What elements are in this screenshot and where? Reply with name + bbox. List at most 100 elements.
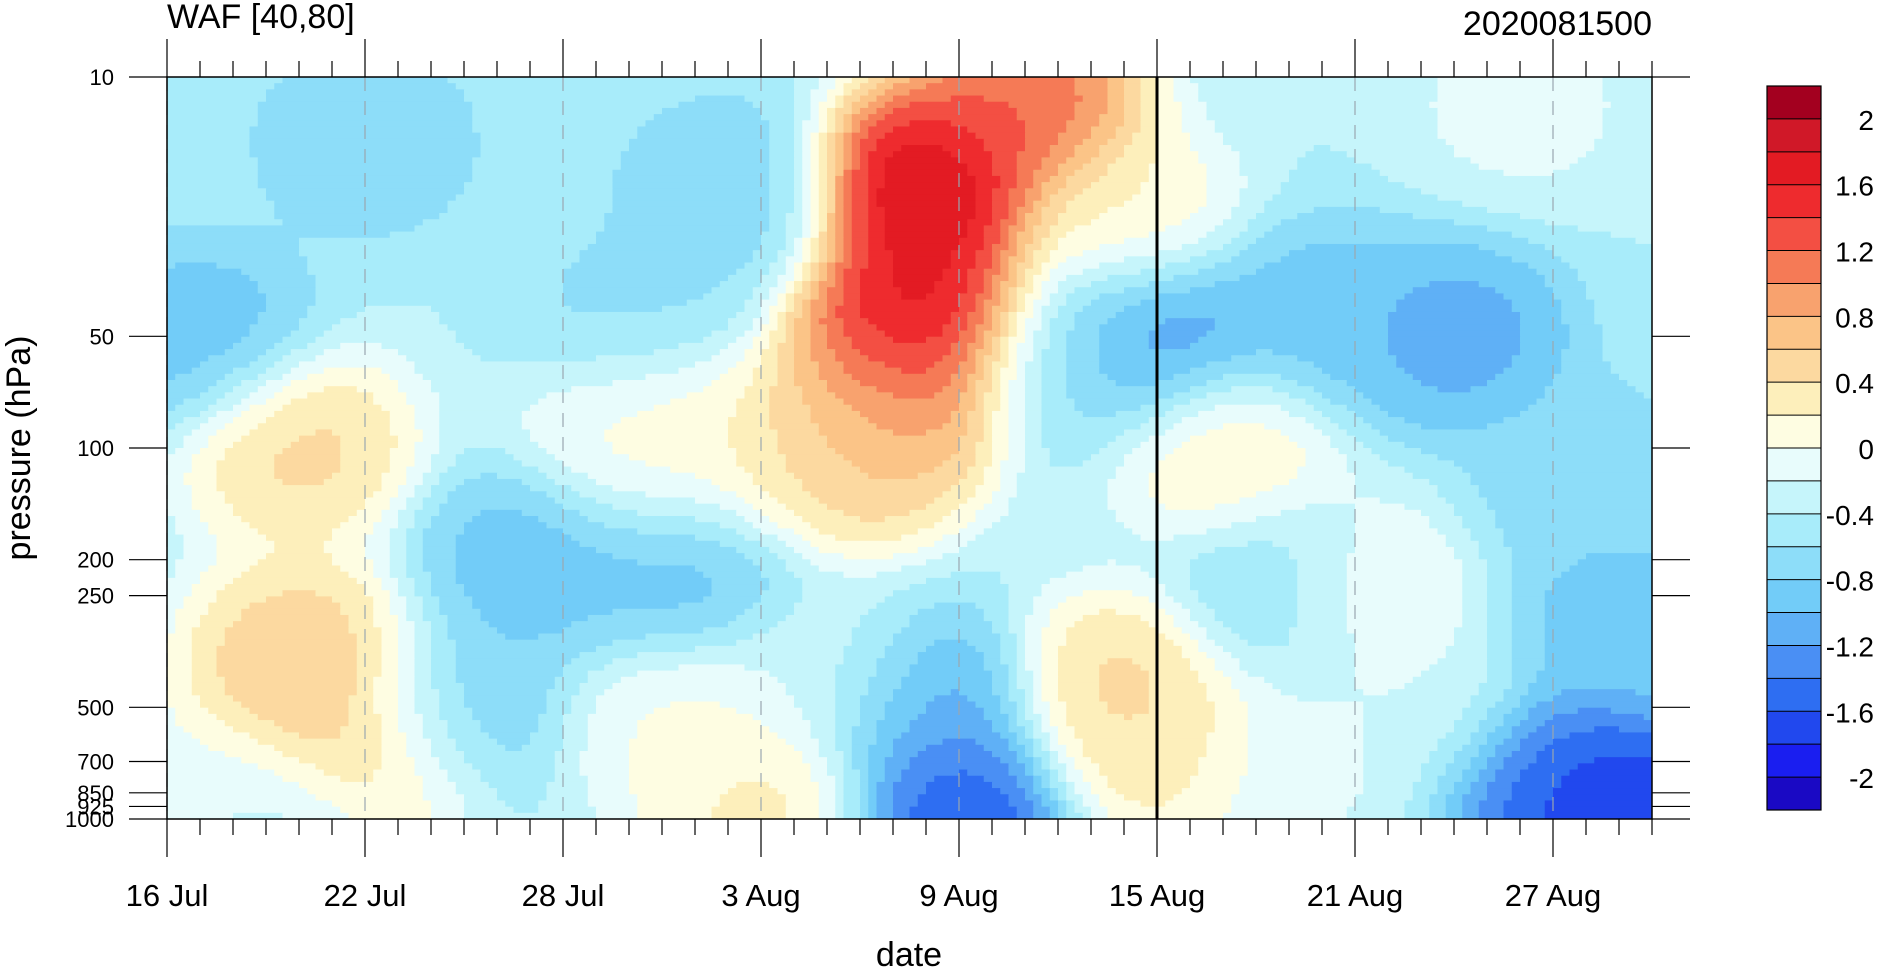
contour-cell	[1016, 491, 1109, 499]
contour-cell	[794, 336, 812, 344]
contour-cell	[241, 757, 300, 764]
contour-cell	[1297, 163, 1373, 171]
contour-cell	[992, 689, 1010, 696]
contour-cell	[1190, 256, 1232, 264]
contour-cell	[1313, 145, 1331, 152]
contour-cell	[868, 472, 919, 480]
contour-cell	[1487, 503, 1652, 511]
contour-cell	[1025, 744, 1034, 752]
contour-cell	[983, 713, 1010, 721]
contour-cell	[381, 645, 399, 653]
contour-cell	[1553, 577, 1652, 585]
contour-cell	[422, 503, 440, 511]
contour-cell	[876, 794, 894, 802]
contour-cell	[719, 281, 762, 288]
contour-cell	[942, 738, 977, 746]
contour-cell	[1016, 324, 1026, 332]
contour-cell	[1462, 769, 1480, 777]
contour-cell	[1503, 169, 1554, 177]
contour-cell	[241, 571, 350, 579]
contour-cell	[967, 417, 985, 424]
contour-cell	[1058, 738, 1084, 746]
contour-cell	[1635, 689, 1652, 696]
contour-cell	[1355, 645, 1447, 653]
contour-cell	[1124, 237, 1199, 245]
contour-cell	[728, 423, 770, 431]
contour-cell	[554, 763, 581, 771]
colorbar-label: 1.6	[1835, 171, 1874, 202]
contour-cell	[761, 509, 795, 517]
colorbar-swatch	[1767, 711, 1821, 745]
contour-cell	[1594, 145, 1652, 152]
contour-cell	[884, 89, 911, 97]
contour-cell	[1008, 448, 1026, 455]
contour-cell	[909, 664, 985, 672]
contour-cell	[340, 775, 374, 783]
contour-cell	[1346, 806, 1406, 814]
contour-cell	[1025, 250, 1034, 257]
contour-cell	[1041, 670, 1059, 678]
contour-cell	[241, 336, 284, 344]
contour-cell	[1214, 281, 1430, 288]
contour-cell	[1049, 256, 1067, 264]
contour-cell	[1058, 169, 1076, 177]
contour-cell	[1495, 373, 1554, 381]
contour-cell	[983, 243, 993, 251]
contour-cell	[233, 417, 267, 424]
contour-cell	[1313, 404, 1348, 412]
contour-cell	[736, 707, 803, 715]
contour-cell	[282, 478, 325, 486]
contour-cell	[868, 163, 886, 171]
contour-cell	[728, 318, 754, 325]
contour-cell	[1041, 392, 1067, 400]
contour-cell	[1099, 330, 1150, 338]
contour-cell	[579, 763, 630, 771]
contour-cell	[1206, 732, 1249, 740]
contour-cell	[167, 732, 193, 740]
contour-cell	[843, 658, 878, 666]
contour-cell	[1049, 268, 1084, 276]
contour-cell	[1305, 417, 1331, 424]
contour-cell	[629, 763, 812, 771]
contour-cell	[1239, 788, 1364, 795]
contour-cell	[1503, 757, 1538, 764]
contour-cell	[249, 522, 341, 529]
contour-cell	[810, 410, 861, 418]
contour-cell	[810, 726, 836, 734]
contour-cell	[290, 379, 399, 387]
contour-cell	[431, 485, 457, 492]
contour-cell	[868, 750, 894, 758]
contour-cell	[1346, 590, 1463, 597]
contour-cell	[1066, 361, 1100, 369]
contour-cell	[843, 324, 878, 332]
contour-cell	[909, 806, 1018, 814]
contour-cell	[917, 750, 993, 758]
contour-cell	[1511, 670, 1538, 678]
contour-cell	[843, 120, 853, 128]
contour-cell	[843, 293, 861, 301]
contour-cell	[868, 237, 886, 245]
y-tick-label: 500	[77, 695, 114, 720]
contour-cell	[167, 509, 201, 517]
contour-cell	[414, 695, 440, 703]
contour-cell	[1041, 435, 1117, 443]
contour-cell	[274, 546, 325, 554]
contour-cell	[1520, 738, 1554, 746]
contour-cell	[1000, 299, 1010, 307]
contour-cell	[959, 305, 977, 313]
contour-cell	[794, 608, 869, 616]
contour-cell	[901, 145, 944, 152]
contour-cell	[1033, 262, 1043, 270]
contour-cell	[794, 379, 828, 387]
contour-cell	[167, 794, 317, 802]
contour-cell	[224, 689, 358, 696]
contour-cell	[216, 546, 275, 554]
contour-cell	[752, 478, 803, 486]
contour-cell	[414, 664, 432, 672]
contour-cell	[810, 114, 820, 121]
contour-cell	[1223, 423, 1265, 431]
contour-cell	[1008, 676, 1018, 684]
contour-cell	[1346, 614, 1463, 622]
contour-cell	[1470, 763, 1488, 771]
contour-cell	[1313, 423, 1340, 431]
